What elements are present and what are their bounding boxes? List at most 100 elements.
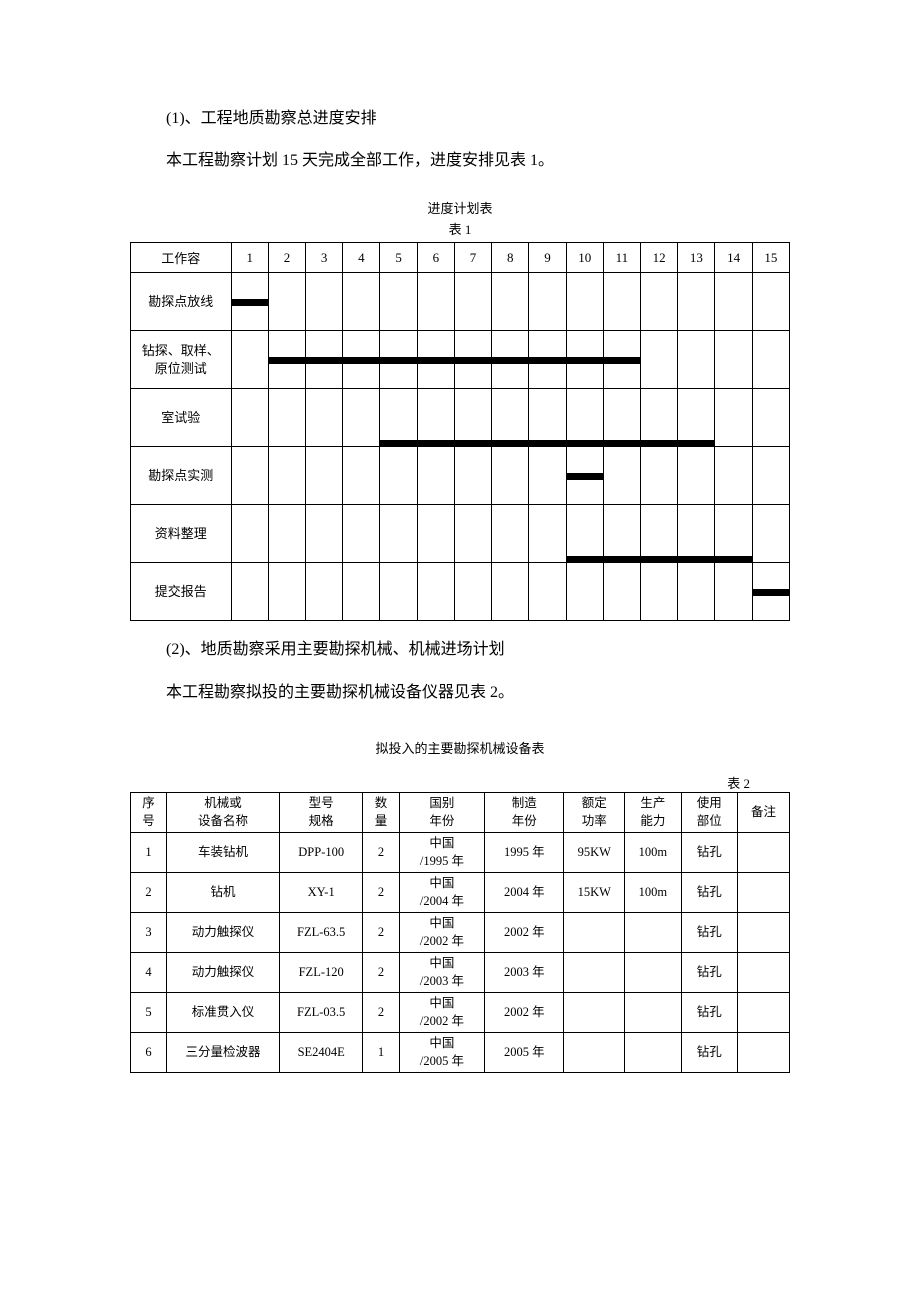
gantt-row: 勘探点放线 [131,273,790,331]
gantt-bar [603,357,641,364]
equipment-cell-use: 钻孔 [681,1033,737,1073]
gantt-cell [678,505,715,563]
gantt-cell [529,505,566,563]
gantt-cell [603,563,640,621]
equip-col-model: 型号规格 [279,793,363,833]
gantt-cell [268,563,305,621]
equipment-cell-power [564,913,625,953]
gantt-cell [343,505,380,563]
gantt-row: 提交报告 [131,563,790,621]
gantt-cell [454,389,491,447]
gantt-cell [715,273,752,331]
gantt-cell [641,447,678,505]
gantt-cell [380,563,417,621]
equipment-cell-qty: 2 [363,993,399,1033]
gantt-cell [566,331,603,389]
gantt-cell [678,447,715,505]
gantt-title: 进度计划表 [120,199,800,220]
equip-col-mfg: 制造年份 [485,793,564,833]
equipment-cell-name: 标准贯入仪 [167,993,280,1033]
gantt-cell [306,389,343,447]
gantt-cell [752,447,789,505]
equipment-cell-note [738,833,790,873]
gantt-cell [678,563,715,621]
gantt-cell [603,447,640,505]
equipment-cell-power: 95KW [564,833,625,873]
gantt-cell [641,563,678,621]
gantt-day-header: 9 [529,243,566,273]
equipment-cell-qty: 1 [363,1033,399,1073]
equipment-cell-idx: 5 [131,993,167,1033]
gantt-cell [343,447,380,505]
gantt-day-header: 4 [343,243,380,273]
gantt-bar [379,357,417,364]
gantt-cell [529,389,566,447]
gantt-day-header: 12 [641,243,678,273]
gantt-body: 勘探点放线钻探、取样、原位测试室试验勘探点实测资料整理提交报告 [131,273,790,621]
gantt-cell [454,273,491,331]
equipment-cell-cap: 100m [625,833,681,873]
gantt-bar [528,357,566,364]
gantt-cell [380,331,417,389]
gantt-bar [566,473,604,480]
equipment-cell-cap [625,953,681,993]
equipment-row: 2钻机XY-12中国/2004 年2004 年15KW100m钻孔 [131,873,790,913]
gantt-cell [752,389,789,447]
gantt-day-header: 13 [678,243,715,273]
gantt-cell [715,331,752,389]
equipment-cell-note [738,953,790,993]
equipment-cell-idx: 2 [131,873,167,913]
equipment-cell-note [738,1033,790,1073]
gantt-cell [492,331,529,389]
equipment-cell-model: XY-1 [279,873,363,913]
gantt-cell [306,331,343,389]
gantt-cell [492,389,529,447]
gantt-row: 室试验 [131,389,790,447]
gantt-bar [305,357,343,364]
gantt-bar [342,357,380,364]
equip-col-name: 机械或设备名称 [167,793,280,833]
gantt-cell [417,389,454,447]
gantt-cell [417,331,454,389]
gantt-cell [231,389,268,447]
gantt-bar [491,357,529,364]
gantt-cell [454,563,491,621]
gantt-table: 工作容 123456789101112131415 勘探点放线钻探、取样、原位测… [130,242,790,621]
equip-col-qty: 数量 [363,793,399,833]
equipment-cell-qty: 2 [363,913,399,953]
equipment-row: 6三分量检波器SE2404E1中国/2005 年2005 年钻孔 [131,1033,790,1073]
equipment-cell-model: FZL-120 [279,953,363,993]
equipment-cell-name: 动力触探仪 [167,913,280,953]
gantt-cell [268,273,305,331]
equipment-cell-use: 钻孔 [681,953,737,993]
gantt-cell [380,505,417,563]
gantt-cell [715,563,752,621]
equipment-cell-name: 动力触探仪 [167,953,280,993]
gantt-cell [417,505,454,563]
equipment-body: 1车装钻机DPP-1002中国/1995 年1995 年95KW100m钻孔2钻… [131,833,790,1073]
gantt-day-header: 1 [231,243,268,273]
paragraph-4: 本工程勘察拟投的主要勘探机械设备仪器见表 2。 [166,674,800,712]
gantt-bar [566,357,604,364]
gantt-cell [306,273,343,331]
gantt-cell [231,563,268,621]
gantt-cell [715,505,752,563]
gantt-cell [641,505,678,563]
equipment-cell-power: 15KW [564,873,625,913]
gantt-cell [566,447,603,505]
equipment-cell-model: FZL-63.5 [279,913,363,953]
gantt-row-label: 资料整理 [131,505,232,563]
gantt-row-label: 勘探点实测 [131,447,232,505]
equipment-title: 拟投入的主要勘探机械设备表 [120,738,800,757]
gantt-day-header: 3 [306,243,343,273]
equipment-cell-origin: 中国/2004 年 [399,873,485,913]
gantt-cell [678,331,715,389]
equipment-cell-cap [625,1033,681,1073]
paragraph-1: (1)、工程地质勘察总进度安排 [166,100,800,138]
gantt-row: 钻探、取样、原位测试 [131,331,790,389]
equipment-cell-note [738,993,790,1033]
equipment-cell-use: 钻孔 [681,873,737,913]
gantt-cell [380,447,417,505]
gantt-cell [603,273,640,331]
equipment-cell-model: DPP-100 [279,833,363,873]
